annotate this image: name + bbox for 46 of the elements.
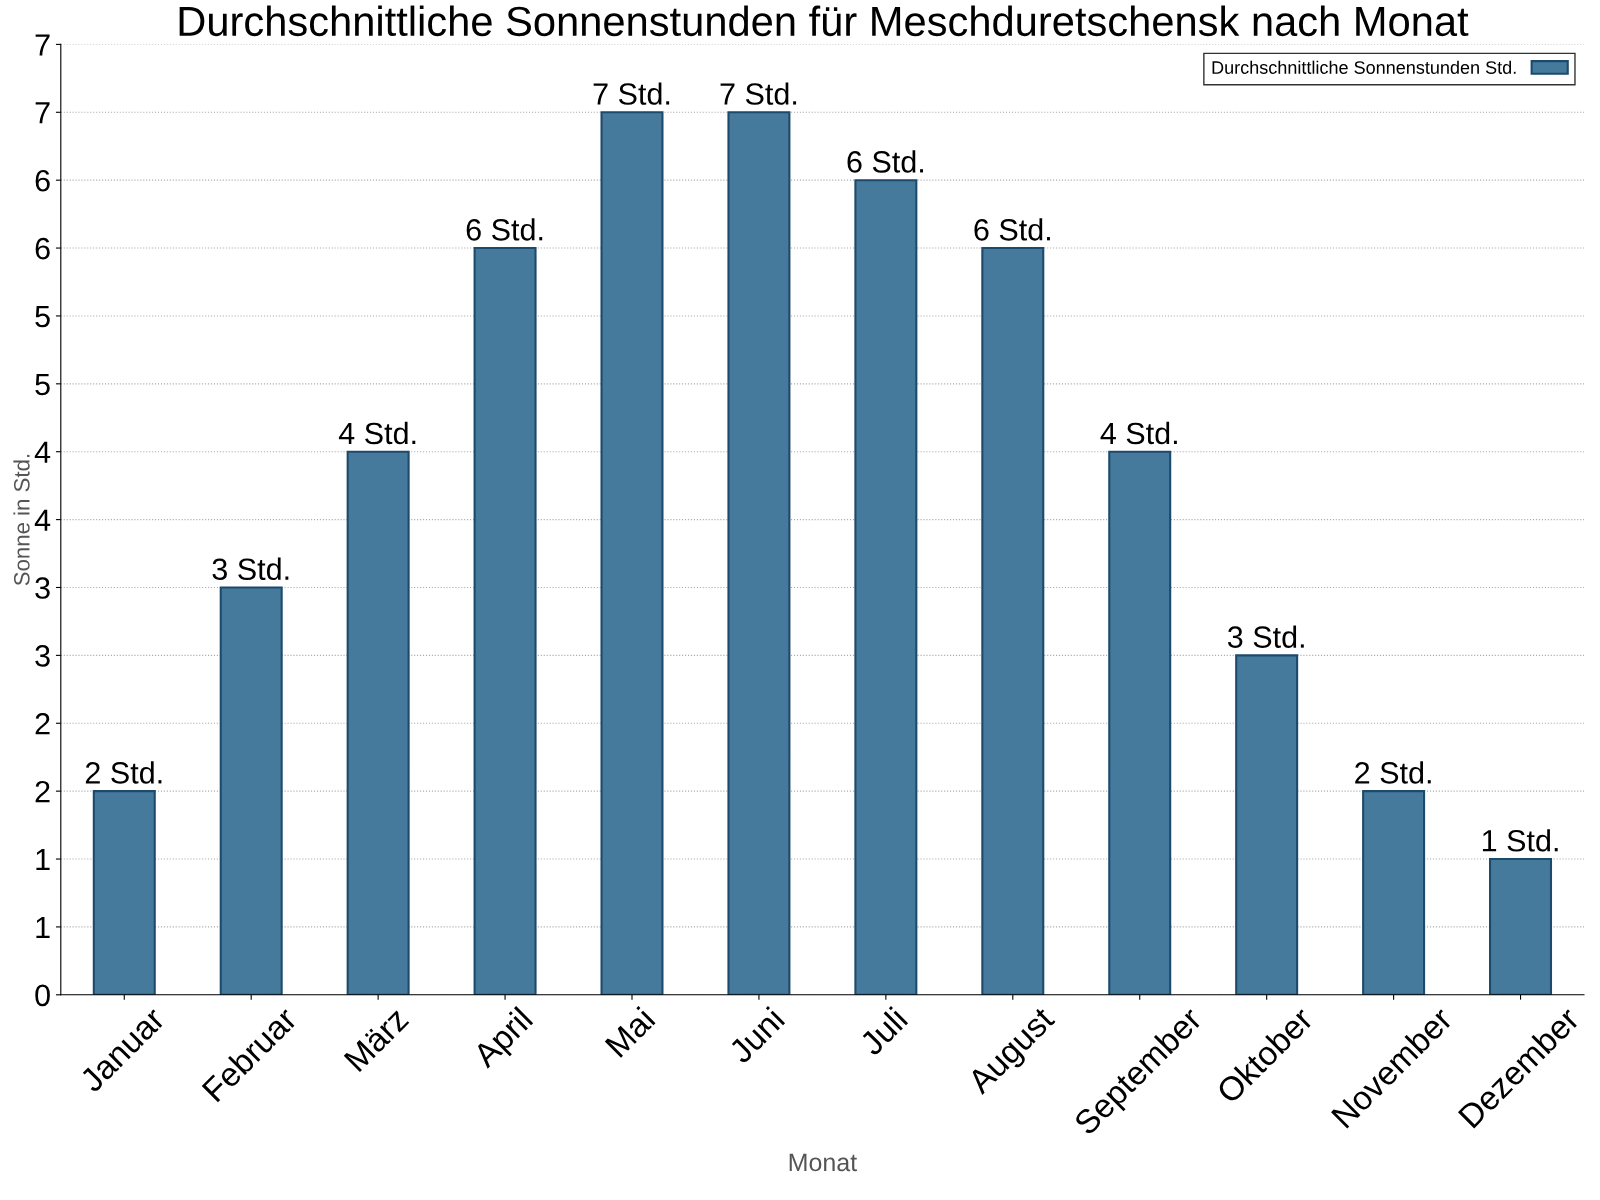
bar	[1235, 654, 1299, 995]
y-tick-label: 1	[36, 916, 50, 938]
y-tick-label: 6	[35, 237, 50, 260]
bar	[981, 247, 1045, 995]
data-label: 1 Std.	[1482, 829, 1558, 852]
chart-title: Durchschnittliche Sonnenstunden für Meschduretschensk nach Monat	[179, 5, 1469, 37]
bar	[346, 450, 410, 995]
data-label: 6 Std.	[466, 218, 543, 241]
data-label: 2 Std.	[1355, 761, 1431, 784]
bar	[1362, 790, 1426, 995]
x-tick-label: Mai	[603, 1006, 656, 1058]
bar	[600, 111, 664, 995]
y-tick-label: 7	[35, 34, 50, 56]
y-tick-label: 3	[35, 645, 50, 667]
y-tick-label: 7	[35, 102, 50, 124]
y-tick-label: 5	[35, 305, 50, 328]
legend-label: Durchschnittliche Sonnenstunden Std.	[1212, 60, 1516, 74]
data-label: 4 Std.	[1100, 421, 1177, 445]
x-tick-label: Juli	[857, 1006, 909, 1057]
y-axis-title: Sonne in Std.	[13, 454, 30, 586]
data-label: 3 Std.	[1227, 625, 1304, 648]
data-label: 4 Std.	[338, 421, 416, 445]
x-axis-title: Monat	[789, 1153, 857, 1172]
data-label: 7 Std.	[720, 82, 797, 105]
y-tick-label: 2	[35, 780, 50, 803]
y-tick-label: 3	[35, 577, 50, 599]
data-label: 6 Std.	[847, 150, 923, 173]
bar	[1108, 450, 1172, 995]
bar	[92, 790, 156, 995]
bar	[854, 179, 918, 995]
bar	[219, 586, 283, 995]
bar	[1489, 857, 1553, 995]
y-tick-label: 1	[36, 849, 50, 871]
data-label: 2 Std.	[85, 761, 162, 784]
y-tick-label: 0	[35, 984, 50, 1007]
y-tick-label: 5	[35, 373, 50, 396]
y-tick-label: 4	[34, 441, 51, 463]
data-label: 6 Std.	[974, 218, 1050, 241]
bar	[727, 111, 791, 995]
x-tick-label: Juni	[726, 1006, 786, 1065]
y-tick-label: 6	[35, 169, 50, 192]
y-tick-label: 2	[35, 712, 50, 735]
y-tick-label: 4	[34, 509, 51, 531]
data-label: 7 Std.	[593, 82, 670, 105]
data-label: 3 Std.	[212, 557, 289, 581]
bar	[473, 247, 537, 995]
